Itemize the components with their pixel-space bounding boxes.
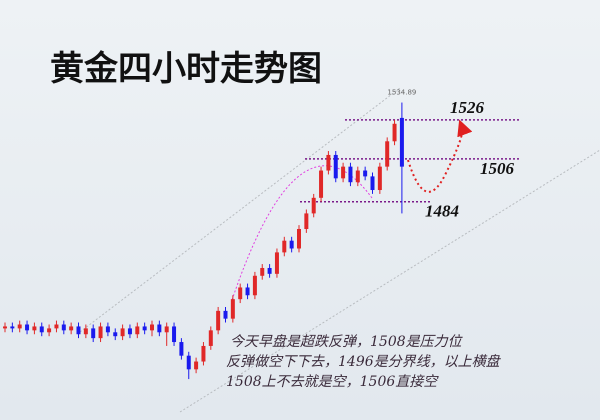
candle-body (113, 332, 118, 337)
candle-body (230, 299, 235, 319)
candle-body (238, 287, 243, 300)
candle-body (25, 324, 30, 331)
candle-body (150, 324, 154, 331)
forecast-curve (407, 119, 473, 193)
candle-body (267, 267, 272, 274)
candle-body (17, 324, 22, 329)
candle-body (333, 154, 338, 179)
candle-body (311, 197, 316, 214)
candle-body (370, 176, 375, 191)
level-label: 1526 (450, 98, 485, 117)
candle-body (326, 154, 331, 171)
annotation: 今天早盘是超跌反弹，1508是压力位 (230, 334, 464, 350)
candle-body (363, 170, 368, 177)
candle-body (377, 166, 382, 191)
candle-body (10, 326, 15, 329)
candle-body (127, 328, 132, 335)
candle-body (274, 252, 279, 274)
candle-body (179, 342, 184, 356)
candle-body (252, 275, 257, 296)
candle-body (282, 240, 287, 253)
candle-body (201, 345, 206, 362)
candle-body (208, 330, 213, 346)
candle-body (245, 287, 250, 296)
candle-body (47, 328, 52, 333)
candle-body (69, 326, 74, 331)
annotation: 1508上不去就是空，1506直接空 (226, 374, 439, 390)
candle-body (172, 326, 177, 343)
trend-arc (231, 165, 373, 301)
candle-body (157, 324, 162, 333)
candle-body (39, 326, 44, 333)
candle-body (83, 328, 88, 335)
channel-line (79, 87, 401, 333)
channel-line (179, 149, 600, 413)
candle-body (105, 326, 110, 333)
peak-label: 1534.89 (387, 89, 416, 97)
candle-body (3, 326, 7, 329)
chart-title: 黄金四小时走势图 (50, 49, 322, 89)
candle-body (385, 141, 390, 167)
candle-body (289, 240, 294, 249)
candle-body (120, 328, 125, 337)
candle-body (355, 170, 360, 183)
candle-body (194, 361, 199, 370)
candle-body (304, 213, 309, 230)
level-label: 1484 (425, 202, 459, 221)
candle-body (142, 326, 147, 331)
candle-body (61, 324, 66, 331)
candle-body (399, 117, 404, 167)
candle-body (135, 326, 140, 335)
candle-body (76, 326, 81, 335)
candle-body (392, 123, 397, 142)
candle-body (319, 170, 324, 198)
candle-body (186, 355, 191, 370)
annotation: 反弹做空下下去，1496是分界线，以上横盘 (226, 354, 502, 370)
candle-body (216, 310, 221, 331)
candle-body (164, 326, 169, 333)
level-label: 1506 (480, 159, 515, 178)
candle-body (348, 166, 353, 183)
candle-body (223, 310, 228, 319)
candle-body (91, 328, 96, 339)
candle-body (260, 267, 265, 276)
candle-body (32, 326, 37, 331)
candle-body (297, 229, 301, 249)
candle-body (341, 166, 346, 179)
candle-body (98, 326, 103, 339)
candle-body (54, 324, 59, 329)
